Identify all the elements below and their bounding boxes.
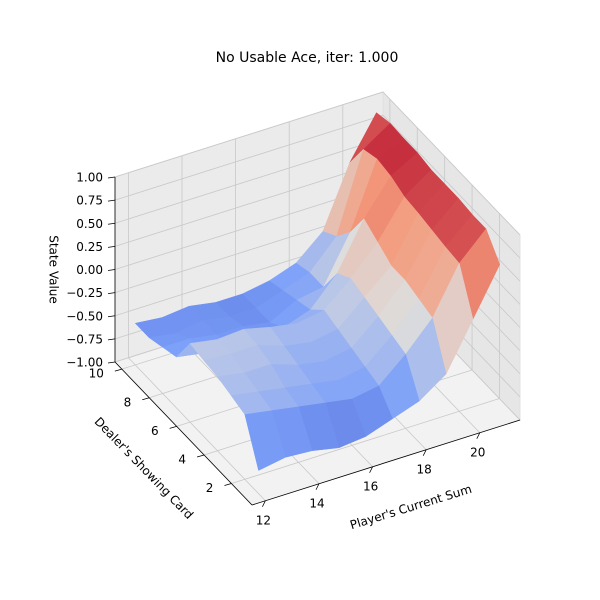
- grid-line: [114, 160, 384, 247]
- z-axis-label: State Value: [47, 235, 61, 304]
- tick-mark: [224, 483, 232, 486]
- z-tick-label: −0.25: [66, 286, 103, 300]
- axis-line: [114, 361, 253, 506]
- x-tick-label: 14: [309, 496, 324, 510]
- y-tick-label: 2: [206, 481, 214, 495]
- grid-line: [231, 398, 500, 484]
- tick-mark: [169, 425, 177, 429]
- grid-line: [114, 137, 384, 224]
- surface-patch: [244, 410, 286, 471]
- y-tick-label: 4: [178, 452, 186, 466]
- tick-mark: [107, 315, 116, 318]
- x-tick-label: 16: [363, 479, 378, 493]
- tick-mark: [107, 176, 116, 179]
- tick-mark: [107, 222, 116, 225]
- tick-mark: [107, 199, 116, 202]
- z-tick-label: 0.75: [76, 194, 103, 208]
- tick-mark: [369, 466, 373, 473]
- chart-title: No Usable Ace, iter: 1.000: [216, 50, 399, 66]
- z-tick-label: 0.25: [76, 240, 103, 254]
- x-tick-label: 18: [417, 462, 432, 476]
- grid-line: [114, 91, 384, 178]
- tick-mark: [107, 269, 116, 271]
- tick-mark: [315, 483, 320, 490]
- x-tick-label: 12: [256, 513, 271, 527]
- tick-mark: [476, 432, 481, 439]
- tick-mark: [107, 338, 116, 341]
- tick-mark: [114, 368, 122, 372]
- grid-line: [382, 91, 521, 236]
- z-tick-label: 1.00: [76, 171, 103, 185]
- grid-line: [382, 114, 521, 259]
- z-tick-label: −0.50: [66, 309, 103, 323]
- y-tick-label: 10: [89, 367, 104, 381]
- tick-mark: [107, 245, 116, 248]
- z-tick-label: −1.00: [66, 356, 103, 370]
- z-tick-label: 0.50: [76, 217, 103, 231]
- tick-mark: [262, 500, 266, 507]
- z-tick-label: 0.00: [76, 263, 103, 277]
- tick-mark: [107, 292, 116, 295]
- tick-mark: [142, 397, 150, 401]
- y-tick-label: 6: [151, 424, 159, 438]
- tick-mark: [196, 454, 205, 458]
- y-tick-label: 8: [124, 395, 132, 409]
- tick-mark: [422, 449, 427, 456]
- grid-line: [114, 114, 384, 201]
- tick-mark: [107, 361, 116, 364]
- axis-line: [251, 419, 521, 506]
- z-tick-label: −0.75: [66, 332, 103, 346]
- grid-line: [128, 357, 266, 502]
- x-tick-label: 20: [470, 445, 485, 459]
